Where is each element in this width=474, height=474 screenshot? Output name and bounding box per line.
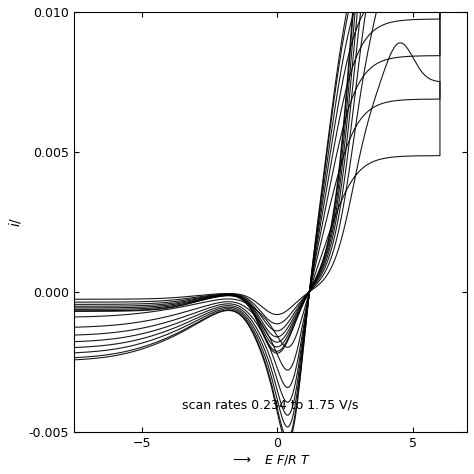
X-axis label: $\longrightarrow$   $E$ $F/R$ $T$: $\longrightarrow$ $E$ $F/R$ $T$	[230, 453, 311, 467]
Y-axis label: $i$/: $i$/	[7, 217, 23, 228]
Text: scan rates 0.234 to 1.75 V/s: scan rates 0.234 to 1.75 V/s	[182, 399, 359, 411]
